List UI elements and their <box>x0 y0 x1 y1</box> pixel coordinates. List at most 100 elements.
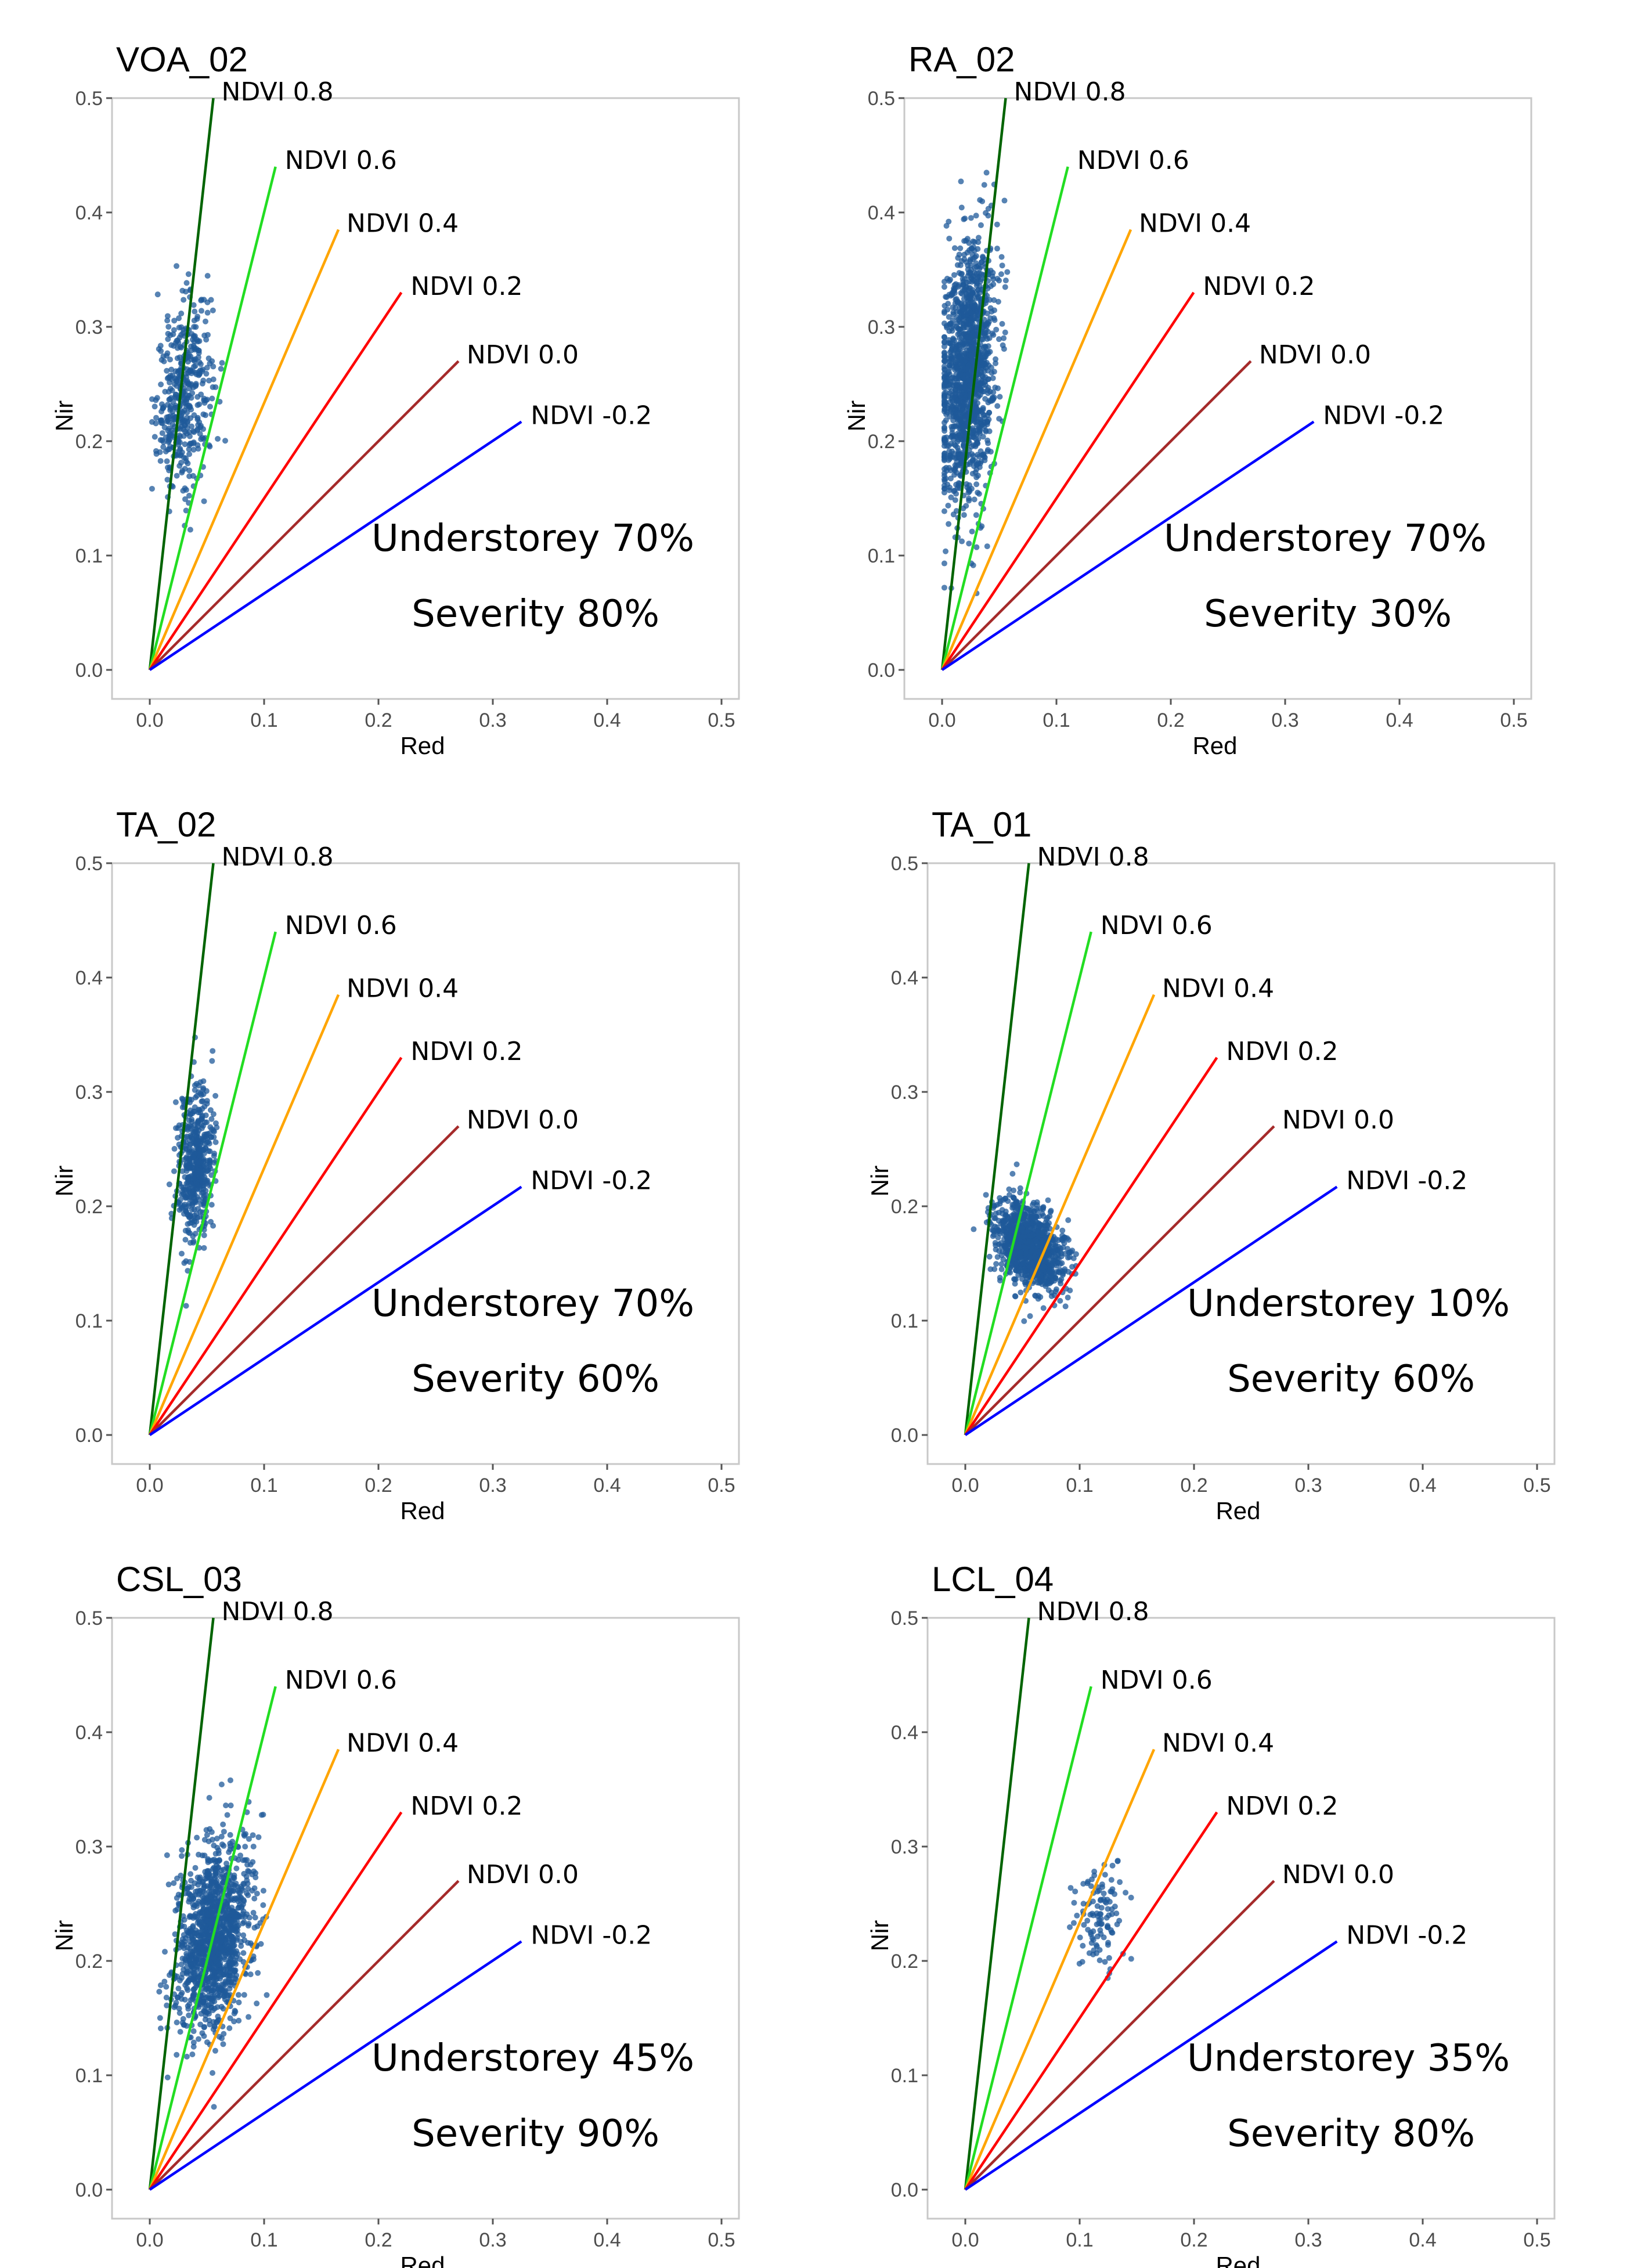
scatter-point <box>241 1919 247 1926</box>
scatter-point <box>998 1240 1004 1246</box>
scatter-point <box>190 342 197 349</box>
scatter-point <box>211 2104 217 2110</box>
scatter-point <box>201 397 207 403</box>
x-tick-label: 0.1 <box>1043 709 1070 731</box>
scatter-point <box>1016 1268 1022 1274</box>
scatter-point <box>168 366 175 373</box>
x-tick-label: 0.1 <box>250 2229 277 2251</box>
scatter-point <box>942 378 948 385</box>
scatter-point <box>158 408 165 414</box>
scatter-point <box>973 212 979 219</box>
scatter-point <box>972 278 978 284</box>
scatter-point <box>245 1939 251 1946</box>
scatter-point <box>210 307 216 313</box>
scatter-point <box>260 1888 266 1894</box>
scatter-point <box>188 1877 194 1884</box>
scatter-point <box>945 393 951 399</box>
scatter-point <box>157 1982 164 1988</box>
x-tick-label: 0.5 <box>1523 1474 1550 1497</box>
scatter-point <box>226 1962 233 1968</box>
scatter-point <box>217 1992 223 1999</box>
scatter-point <box>191 1966 197 1972</box>
scatter-point <box>975 262 982 269</box>
scatter-point <box>1027 1233 1034 1239</box>
scatter-point <box>947 378 954 385</box>
scatter-point <box>998 271 1004 277</box>
scatter-point <box>201 498 207 504</box>
scatter-point <box>204 1911 211 1917</box>
scatter-point <box>179 1189 186 1195</box>
scatter-point <box>952 497 958 503</box>
scatter-point <box>232 1920 238 1926</box>
scatter-point <box>211 1134 217 1140</box>
ndvi-line <box>149 1125 460 1436</box>
scatter-point <box>969 470 976 477</box>
scatter-point <box>205 1870 212 1877</box>
scatter-point <box>183 280 190 286</box>
scatter-point <box>218 366 224 372</box>
scatter-point <box>251 1895 258 1902</box>
scatter-point <box>221 1842 227 1849</box>
scatter-point <box>1048 1262 1055 1268</box>
scatter-point <box>1022 1272 1029 1279</box>
scatter-point <box>183 1133 190 1140</box>
scatter-point <box>183 1303 189 1309</box>
scatter-point <box>164 318 171 324</box>
scatter-point <box>217 1924 223 1930</box>
scatter-point <box>1019 1225 1026 1231</box>
scatter-point <box>957 409 963 416</box>
scatter-point <box>1026 1238 1032 1245</box>
ndvi-line <box>149 1057 403 1436</box>
y-tick-label: 0.1 <box>75 1310 103 1332</box>
scatter-point <box>175 337 181 344</box>
scatter-point <box>181 390 187 396</box>
scatter-point <box>993 1261 1000 1267</box>
scatter-point <box>954 320 960 326</box>
scatter-point <box>943 548 949 554</box>
scatter-point <box>993 326 1000 333</box>
scatter-point <box>208 1218 214 1225</box>
x-tick-label: 0.0 <box>951 1474 979 1497</box>
scatter-point <box>208 1116 215 1122</box>
scatter-point <box>970 291 976 298</box>
scatter-point <box>941 385 947 391</box>
scatter-point <box>211 1153 217 1159</box>
scatter-point <box>180 1913 186 1919</box>
scatter-point <box>1007 1192 1013 1198</box>
scatter-point <box>206 1794 212 1801</box>
ndvi-line-label: NDVI 0.2 <box>1203 272 1315 301</box>
x-tick-label: 0.2 <box>365 2229 392 2251</box>
scatter-point <box>179 1847 185 1854</box>
x-tick-label: 0.5 <box>708 709 735 731</box>
ndvi-line <box>148 931 277 1436</box>
scatter-point <box>958 398 964 405</box>
scatter-point <box>994 221 1000 228</box>
scatter-point <box>941 508 947 514</box>
ndvi-line <box>964 1125 1275 1436</box>
scatter-point <box>211 1981 217 1987</box>
scatter-point <box>951 466 957 473</box>
scatter-point <box>207 1885 213 1891</box>
scatter-point <box>186 352 192 358</box>
scatter-point <box>226 1849 232 1855</box>
scatter-point <box>999 262 1005 269</box>
scatter-point <box>246 1836 252 1842</box>
scatter-point <box>228 1802 234 1809</box>
scatter-point <box>167 1972 173 1978</box>
severity-annotation: Severity 60% <box>412 1358 659 1401</box>
scatter-point <box>946 235 953 241</box>
scatter-point <box>157 2015 163 2021</box>
scatter-point <box>961 322 967 329</box>
scatter-point <box>1029 1225 1035 1232</box>
scatter-point <box>976 491 982 497</box>
scatter-point <box>175 1134 181 1141</box>
scatter-point <box>941 402 947 408</box>
scatter-point <box>973 324 980 331</box>
scatter-point <box>951 287 957 293</box>
scatter-point <box>232 1883 238 1889</box>
scatter-point <box>977 350 984 356</box>
scatter-point <box>1012 1293 1019 1300</box>
scatter-point <box>199 1894 205 1900</box>
scatter-point <box>943 464 950 471</box>
scatter-point <box>203 1088 210 1094</box>
